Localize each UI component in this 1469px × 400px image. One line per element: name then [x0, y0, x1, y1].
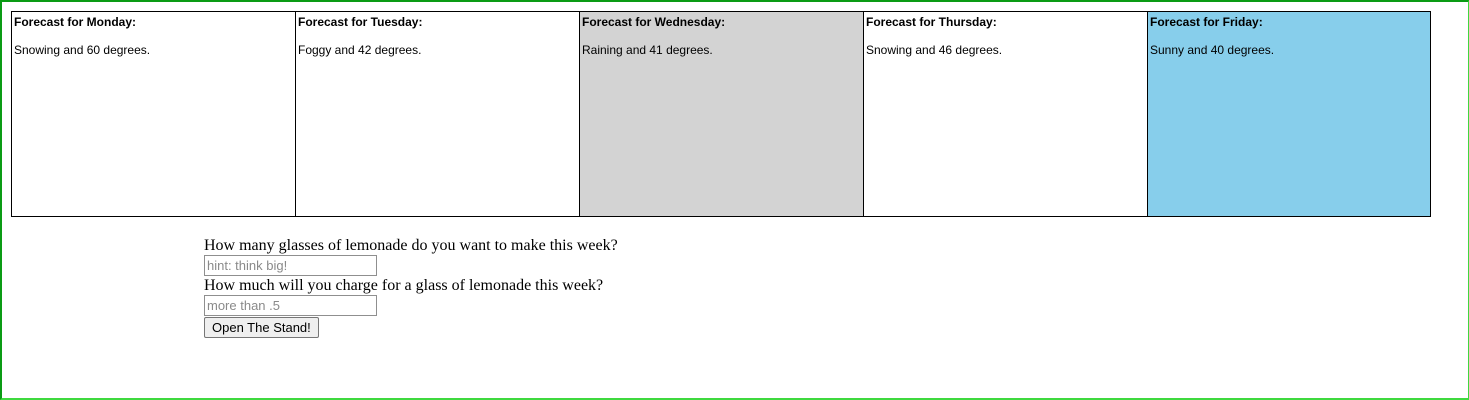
- lemonade-form: How many glasses of lemonade do you want…: [204, 236, 618, 338]
- glasses-input[interactable]: [204, 255, 377, 276]
- forecast-friday: Forecast for Friday: Sunny and 40 degree…: [1147, 11, 1431, 217]
- glasses-label: How many glasses of lemonade do you want…: [204, 237, 618, 254]
- forecast-title: Forecast for Friday:: [1150, 15, 1263, 29]
- price-input[interactable]: [204, 295, 377, 316]
- forecast-description: Snowing and 46 degrees.: [866, 43, 1003, 57]
- forecast-monday: Forecast for Monday: Snowing and 60 degr…: [11, 11, 295, 217]
- forecast-title: Forecast for Wednesday:: [582, 15, 726, 29]
- forecast-description: Sunny and 40 degrees.: [1150, 43, 1275, 57]
- price-label: How much will you charge for a glass of …: [204, 277, 604, 294]
- forecast-title: Forecast for Thursday:: [866, 15, 997, 29]
- forecast-description: Foggy and 42 degrees.: [298, 43, 422, 57]
- open-stand-button[interactable]: Open The Stand!: [204, 317, 319, 338]
- forecast-thursday: Forecast for Thursday: Snowing and 46 de…: [863, 11, 1147, 217]
- forecast-title: Forecast for Monday:: [14, 15, 137, 29]
- forecast-tuesday: Forecast for Tuesday: Foggy and 42 degre…: [295, 11, 579, 217]
- forecast-row: Forecast for Monday: Snowing and 60 degr…: [11, 11, 1431, 217]
- forecast-title: Forecast for Tuesday:: [298, 15, 423, 29]
- forecast-description: Snowing and 60 degrees.: [14, 43, 151, 57]
- forecast-wednesday: Forecast for Wednesday: Raining and 41 d…: [579, 11, 863, 217]
- forecast-description: Raining and 41 degrees.: [582, 43, 713, 57]
